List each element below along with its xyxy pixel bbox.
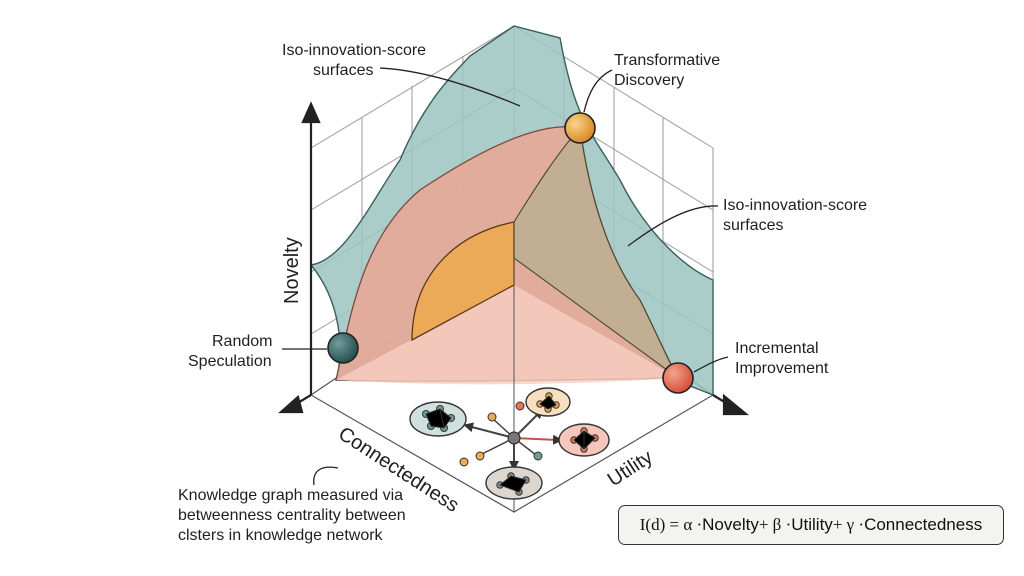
svg-text:surfaces: surfaces — [313, 62, 373, 79]
floor-tint — [336, 285, 678, 385]
formula-utility-term: Utility — [791, 515, 833, 534]
iso-surface-right-shade — [513, 126, 679, 379]
random-node — [327, 332, 359, 364]
novelty-axis-label: Novelty — [281, 237, 303, 304]
formula-connectedness-term: Connectedness — [864, 515, 983, 534]
leader-lines — [282, 67, 729, 486]
iso-surfaces-top-label: Iso-innovation-score surfaces — [282, 42, 426, 79]
incremental-node — [662, 362, 694, 394]
transformative-node — [564, 112, 596, 144]
svg-text:Discovery: Discovery — [614, 72, 684, 89]
formula-lhs: I(d) = α · — [639, 515, 703, 534]
incremental-improvement-label: Incremental Improvement — [735, 340, 829, 377]
svg-text:Knowledge graph measured via: Knowledge graph measured via — [178, 487, 403, 504]
svg-text:surfaces: surfaces — [723, 217, 783, 234]
random-speculation-label: Random Speculation — [188, 333, 272, 370]
arrow-up-icon — [301, 101, 321, 124]
formula-plus-gamma: + γ · — [832, 515, 865, 534]
iso-surfaces-right-label: Iso-innovation-score surfaces — [723, 197, 867, 234]
svg-text:Incremental: Incremental — [735, 340, 819, 357]
network-cluster-icon — [409, 387, 610, 500]
formula-plus-beta: + β · — [758, 515, 792, 534]
svg-text:Iso-innovation-score: Iso-innovation-score — [282, 42, 426, 59]
svg-text:Improvement: Improvement — [735, 360, 829, 377]
knowledge-graph-note: Knowledge graph measured via betweenness… — [178, 487, 406, 544]
innovation-formula: I(d) = α · Novelty + β · Utility + γ · C… — [618, 505, 1004, 545]
svg-text:Random: Random — [212, 333, 272, 350]
transformative-label: Transformative Discovery — [614, 52, 720, 89]
svg-text:Iso-innovation-score: Iso-innovation-score — [723, 197, 867, 214]
formula-novelty-term: Novelty — [702, 515, 759, 534]
arrow-left-icon — [278, 394, 304, 414]
svg-text:Transformative: Transformative — [614, 52, 720, 69]
arrow-right-icon — [722, 393, 750, 416]
svg-text:Speculation: Speculation — [188, 353, 272, 370]
svg-text:clsters in knowledge network: clsters in knowledge network — [178, 527, 384, 544]
svg-text:betweenness centrality between: betweenness centrality between — [178, 507, 406, 524]
